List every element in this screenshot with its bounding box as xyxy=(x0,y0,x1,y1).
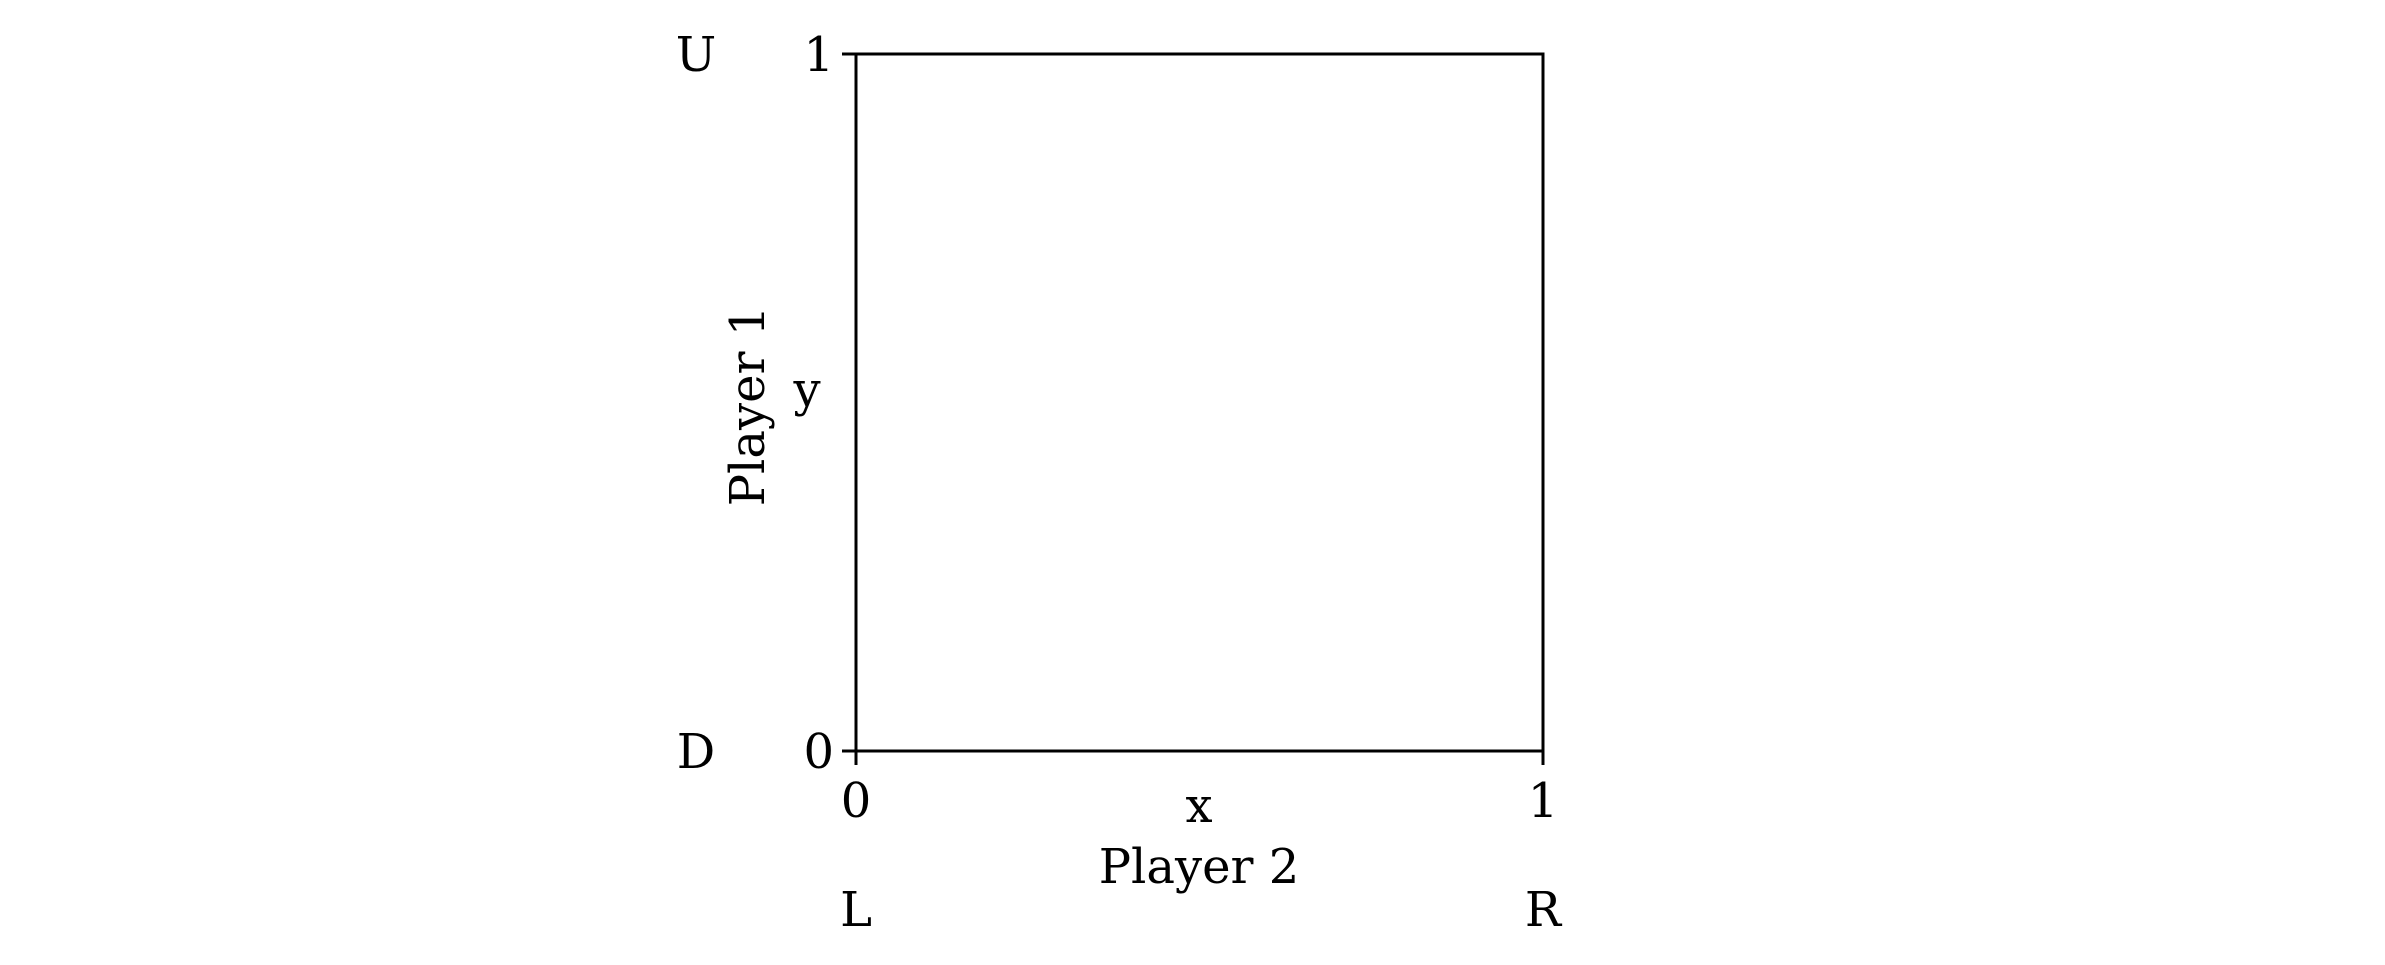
y-tick-label: 0 xyxy=(803,724,834,780)
x-axis-label: x xyxy=(1185,778,1212,834)
y-strategy-label: D xyxy=(677,724,715,780)
plot-frame xyxy=(854,52,1545,753)
x-strategy-label: L xyxy=(840,882,872,938)
plot-area-border xyxy=(854,52,1545,753)
x-axis-player-label: Player 2 xyxy=(1099,839,1300,895)
x-tick-label: 0 xyxy=(841,773,872,829)
y-axis-player-label: Player 1 xyxy=(720,306,776,507)
x-strategy-label: R xyxy=(1525,882,1563,938)
y-strategy-label: U xyxy=(676,27,716,83)
y-axis-ticks: 01 xyxy=(803,27,856,780)
x-tick-label: 1 xyxy=(1528,773,1559,829)
strategy-labels: L R D U xyxy=(676,27,1563,938)
y-tick-label: 1 xyxy=(803,27,834,83)
y-axis-label: y xyxy=(792,362,820,418)
